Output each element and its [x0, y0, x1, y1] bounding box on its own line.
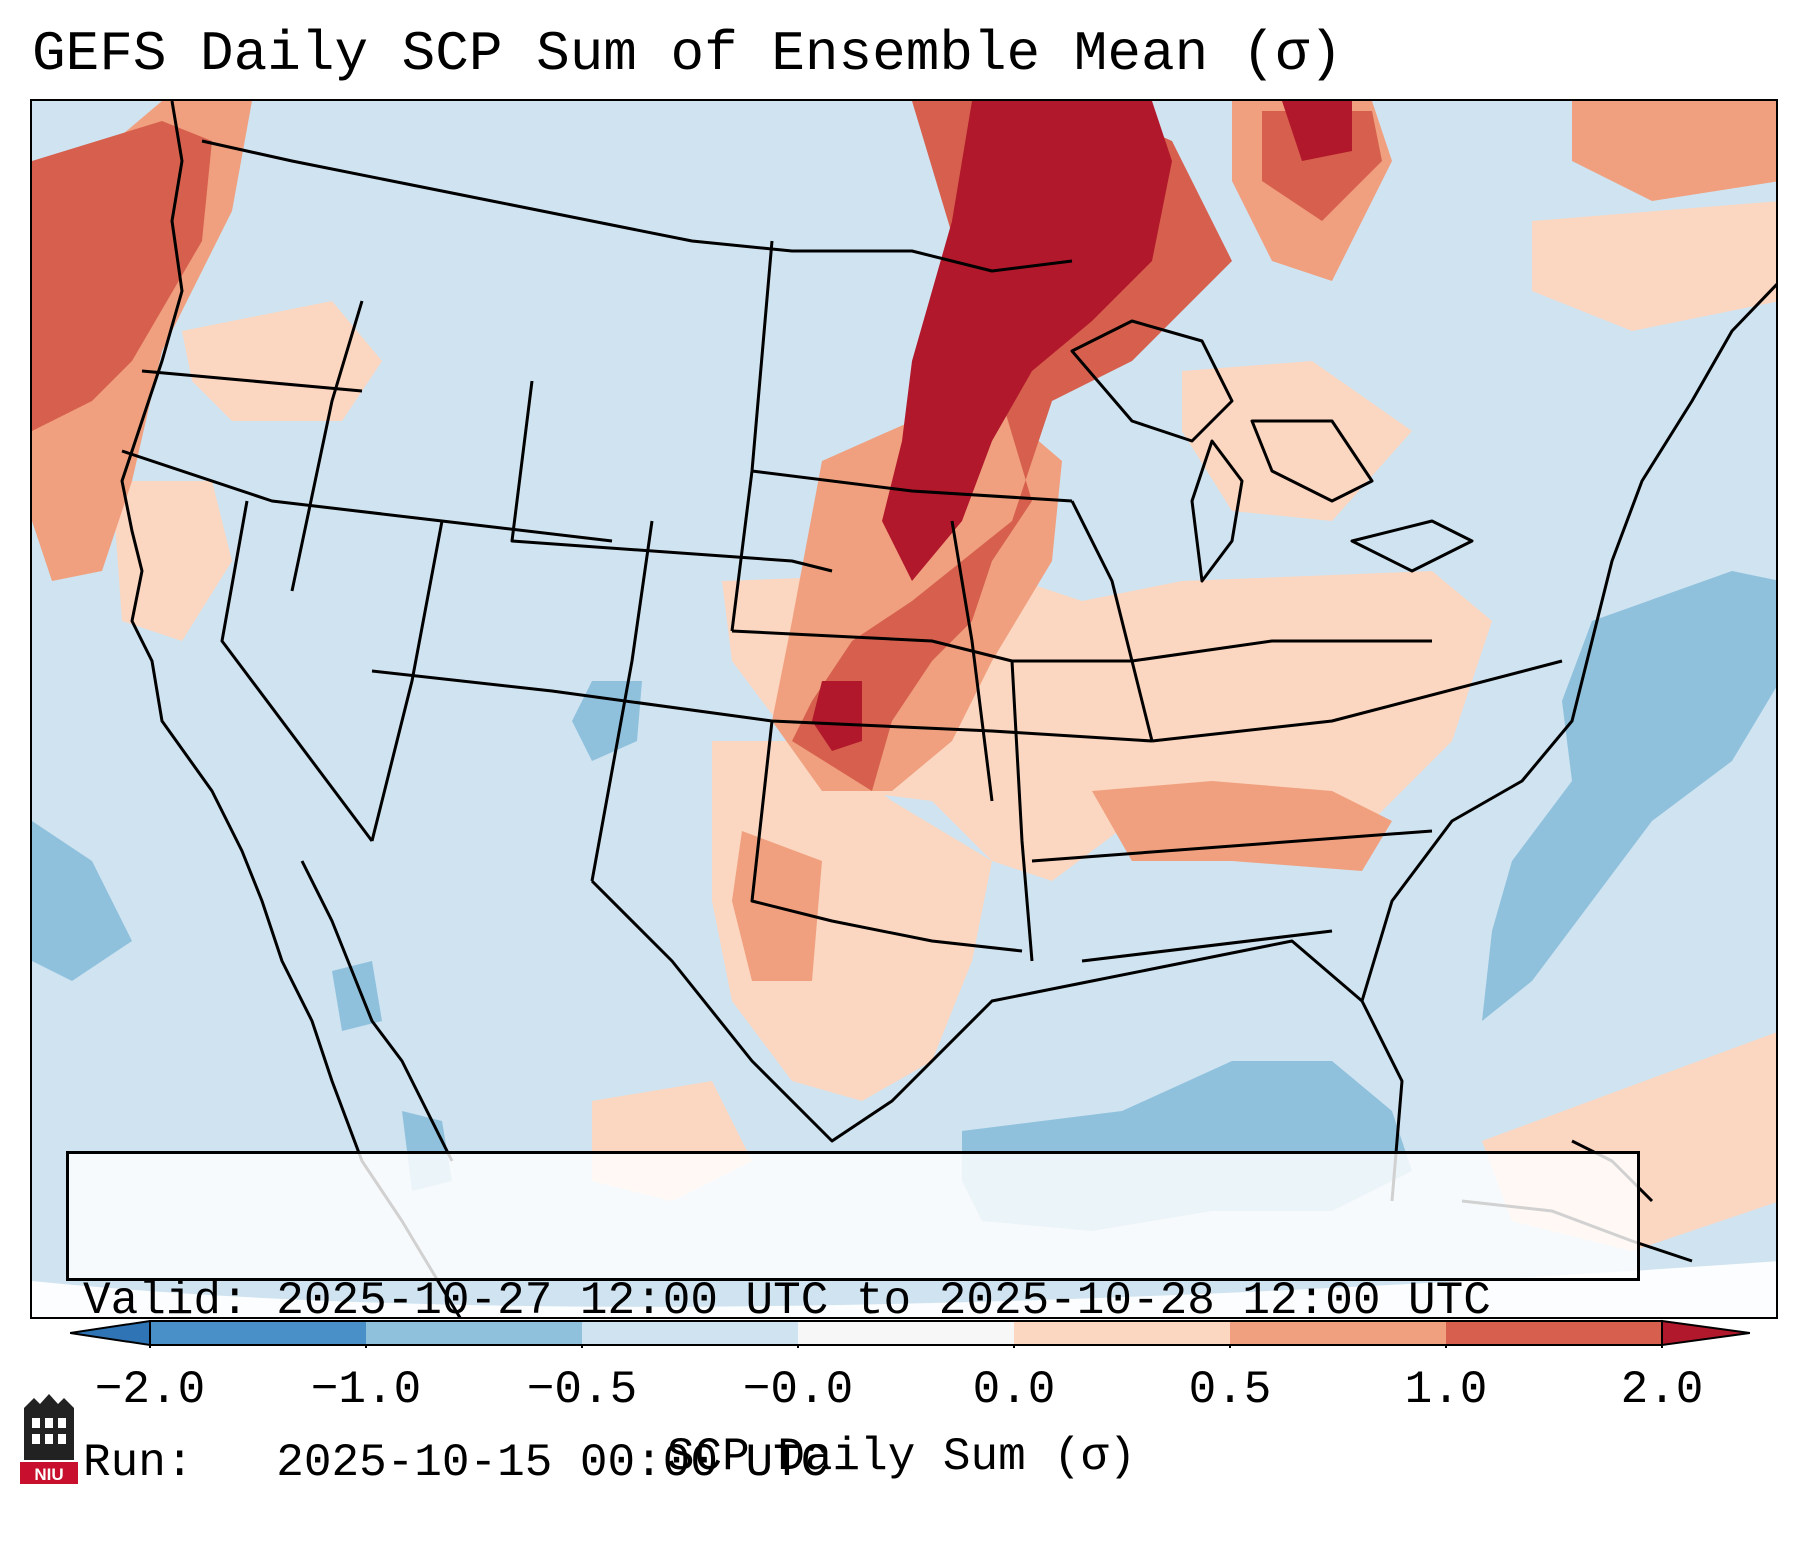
niu-logo-icon: NIU — [20, 1394, 78, 1484]
colorbar-bin-7 — [1446, 1321, 1662, 1345]
valid-value: 2025-10-27 12:00 UTC to 2025-10-28 12:00… — [276, 1275, 1491, 1327]
logo-text: NIU — [34, 1465, 63, 1484]
colorbar-bin-6 — [1230, 1321, 1446, 1345]
colorbar-extend-high — [1661, 1319, 1750, 1347]
colorbar-bin-1 — [150, 1321, 366, 1345]
colorbar-tick-label: −0.0 — [742, 1364, 854, 1416]
valid-row: Valid: 2025-10-27 12:00 UTC to 2025-10-2… — [83, 1274, 1623, 1328]
off-domain-area — [32, 1261, 1776, 1317]
valid-label: Valid: — [83, 1275, 249, 1327]
anomaly-gt-2.0 — [812, 101, 1352, 751]
map-title: GEFS Daily SCP Sum of Ensemble Mean (σ) — [32, 22, 1343, 86]
run-row: Run: 2025-10-15 00:00 UTC — [83, 1436, 1623, 1490]
colorbar-ticks — [149, 1345, 1663, 1348]
run-value: 2025-10-15 00:00 UTC — [276, 1437, 829, 1489]
colorbar-bin-3 — [582, 1321, 798, 1345]
colorbar-tick-label: 1.0 — [1404, 1364, 1488, 1416]
colorbar-tick-label: 0.0 — [972, 1364, 1056, 1416]
valid-run-box: Valid: 2025-10-27 12:00 UTC to 2025-10-2… — [66, 1151, 1640, 1489]
colorbar-tick-label: 2.0 — [1620, 1364, 1704, 1416]
colorbar-tick-label: −0.5 — [526, 1364, 638, 1416]
colorbar-outline — [149, 1320, 1663, 1346]
colorbar-tick-label: 0.5 — [1188, 1364, 1272, 1416]
colorbar-bin-5 — [1014, 1321, 1230, 1345]
colorbar-tick-label: −2.0 — [94, 1364, 206, 1416]
colorbar-bin-2 — [366, 1321, 582, 1345]
colorbar-label: SCP Daily Sum (σ) — [666, 1431, 1137, 1483]
run-label: Run: — [83, 1437, 194, 1489]
colorbar-bin-4 — [798, 1321, 1014, 1345]
colorbar-extend-low — [70, 1319, 151, 1347]
colorbar — [70, 1319, 1750, 1348]
colorbar-tick-label: −1.0 — [310, 1364, 422, 1416]
scp-map — [32, 101, 1776, 1317]
map-panel — [30, 99, 1778, 1319]
